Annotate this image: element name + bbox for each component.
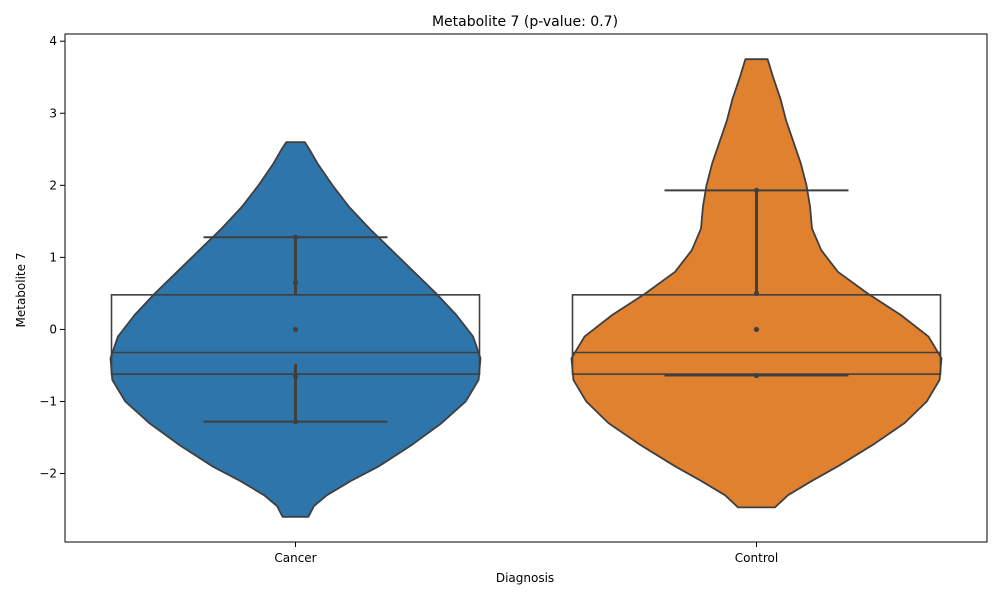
x-tick-label-control: Control bbox=[735, 551, 778, 565]
x-tick-label-cancer: Cancer bbox=[274, 551, 316, 565]
data-point-cancer-2 bbox=[292, 326, 299, 333]
y-tick-label-1: −1 bbox=[39, 394, 57, 408]
y-tick-label-0: −2 bbox=[39, 467, 57, 481]
data-point-control-1 bbox=[753, 290, 760, 297]
x-axis-label: Diagnosis bbox=[496, 571, 554, 585]
data-point-cancer-3 bbox=[292, 373, 299, 379]
y-tick-label-6: 4 bbox=[49, 34, 57, 48]
data-point-cancer-0 bbox=[292, 234, 299, 240]
data-point-control-0 bbox=[753, 187, 760, 193]
plot-frame bbox=[64, 33, 988, 543]
y-tick-label-5: 3 bbox=[49, 106, 57, 120]
violins-layer bbox=[109, 58, 943, 518]
axes-layer: Cancer Control −2 −1 0 1 2 3 4 bbox=[39, 33, 988, 565]
data-point-control-3 bbox=[753, 372, 760, 379]
chart-title: Metabolite 7 (p-value: 0.7) bbox=[432, 14, 618, 30]
y-tick-label-3: 1 bbox=[49, 250, 57, 264]
y-axis-label: Metabolite 7 bbox=[14, 253, 28, 328]
y-tick-label-2: 0 bbox=[49, 322, 57, 336]
data-point-control-2 bbox=[753, 326, 760, 333]
stats-layer bbox=[111, 187, 941, 425]
y-tick-label-4: 2 bbox=[49, 178, 57, 192]
data-point-cancer-4 bbox=[292, 419, 299, 425]
data-point-cancer-1 bbox=[292, 279, 299, 286]
